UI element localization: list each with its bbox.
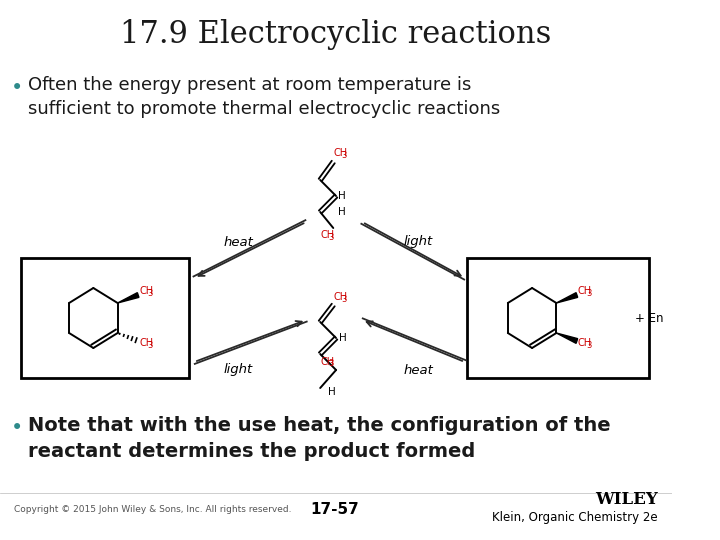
- Text: 3: 3: [148, 341, 153, 349]
- Text: CH: CH: [333, 292, 347, 302]
- Text: H: H: [328, 387, 336, 397]
- Text: 17-57: 17-57: [310, 503, 359, 517]
- Polygon shape: [557, 333, 577, 343]
- Text: CH: CH: [578, 286, 592, 296]
- Text: heat: heat: [223, 235, 253, 248]
- Text: 3: 3: [148, 288, 153, 298]
- Text: light: light: [223, 363, 253, 376]
- Polygon shape: [117, 293, 139, 303]
- Text: H: H: [339, 333, 346, 343]
- Text: 3: 3: [586, 341, 592, 349]
- Text: 3: 3: [342, 151, 347, 159]
- Text: CH: CH: [320, 357, 334, 367]
- Text: heat: heat: [403, 363, 433, 376]
- Text: H: H: [338, 207, 346, 217]
- Text: CH: CH: [139, 338, 153, 348]
- Text: CH: CH: [320, 230, 334, 240]
- Text: •: •: [11, 418, 23, 438]
- Text: Copyright © 2015 John Wiley & Sons, Inc. All rights reserved.: Copyright © 2015 John Wiley & Sons, Inc.…: [14, 505, 292, 515]
- Text: light: light: [404, 235, 433, 248]
- Text: 3: 3: [342, 294, 347, 303]
- Text: Note that with the use heat, the configuration of the
reactant determines the pr: Note that with the use heat, the configu…: [28, 416, 611, 461]
- Text: 3: 3: [328, 360, 334, 368]
- Text: WILEY: WILEY: [595, 491, 658, 509]
- Text: 3: 3: [328, 233, 334, 241]
- Text: Often the energy present at room temperature is
sufficient to promote thermal el: Often the energy present at room tempera…: [28, 76, 500, 118]
- Text: •: •: [11, 78, 23, 98]
- Text: CH: CH: [333, 148, 347, 158]
- Text: CH: CH: [139, 286, 153, 296]
- Text: H: H: [338, 191, 346, 201]
- Text: + En: + En: [635, 312, 663, 325]
- Text: CH: CH: [578, 338, 592, 348]
- FancyBboxPatch shape: [21, 258, 189, 378]
- Text: 17.9 Electrocyclic reactions: 17.9 Electrocyclic reactions: [120, 19, 552, 51]
- FancyBboxPatch shape: [467, 258, 649, 378]
- Text: 3: 3: [586, 288, 592, 298]
- Text: Klein, Organic Chemistry 2e: Klein, Organic Chemistry 2e: [492, 511, 658, 524]
- Polygon shape: [557, 293, 577, 303]
